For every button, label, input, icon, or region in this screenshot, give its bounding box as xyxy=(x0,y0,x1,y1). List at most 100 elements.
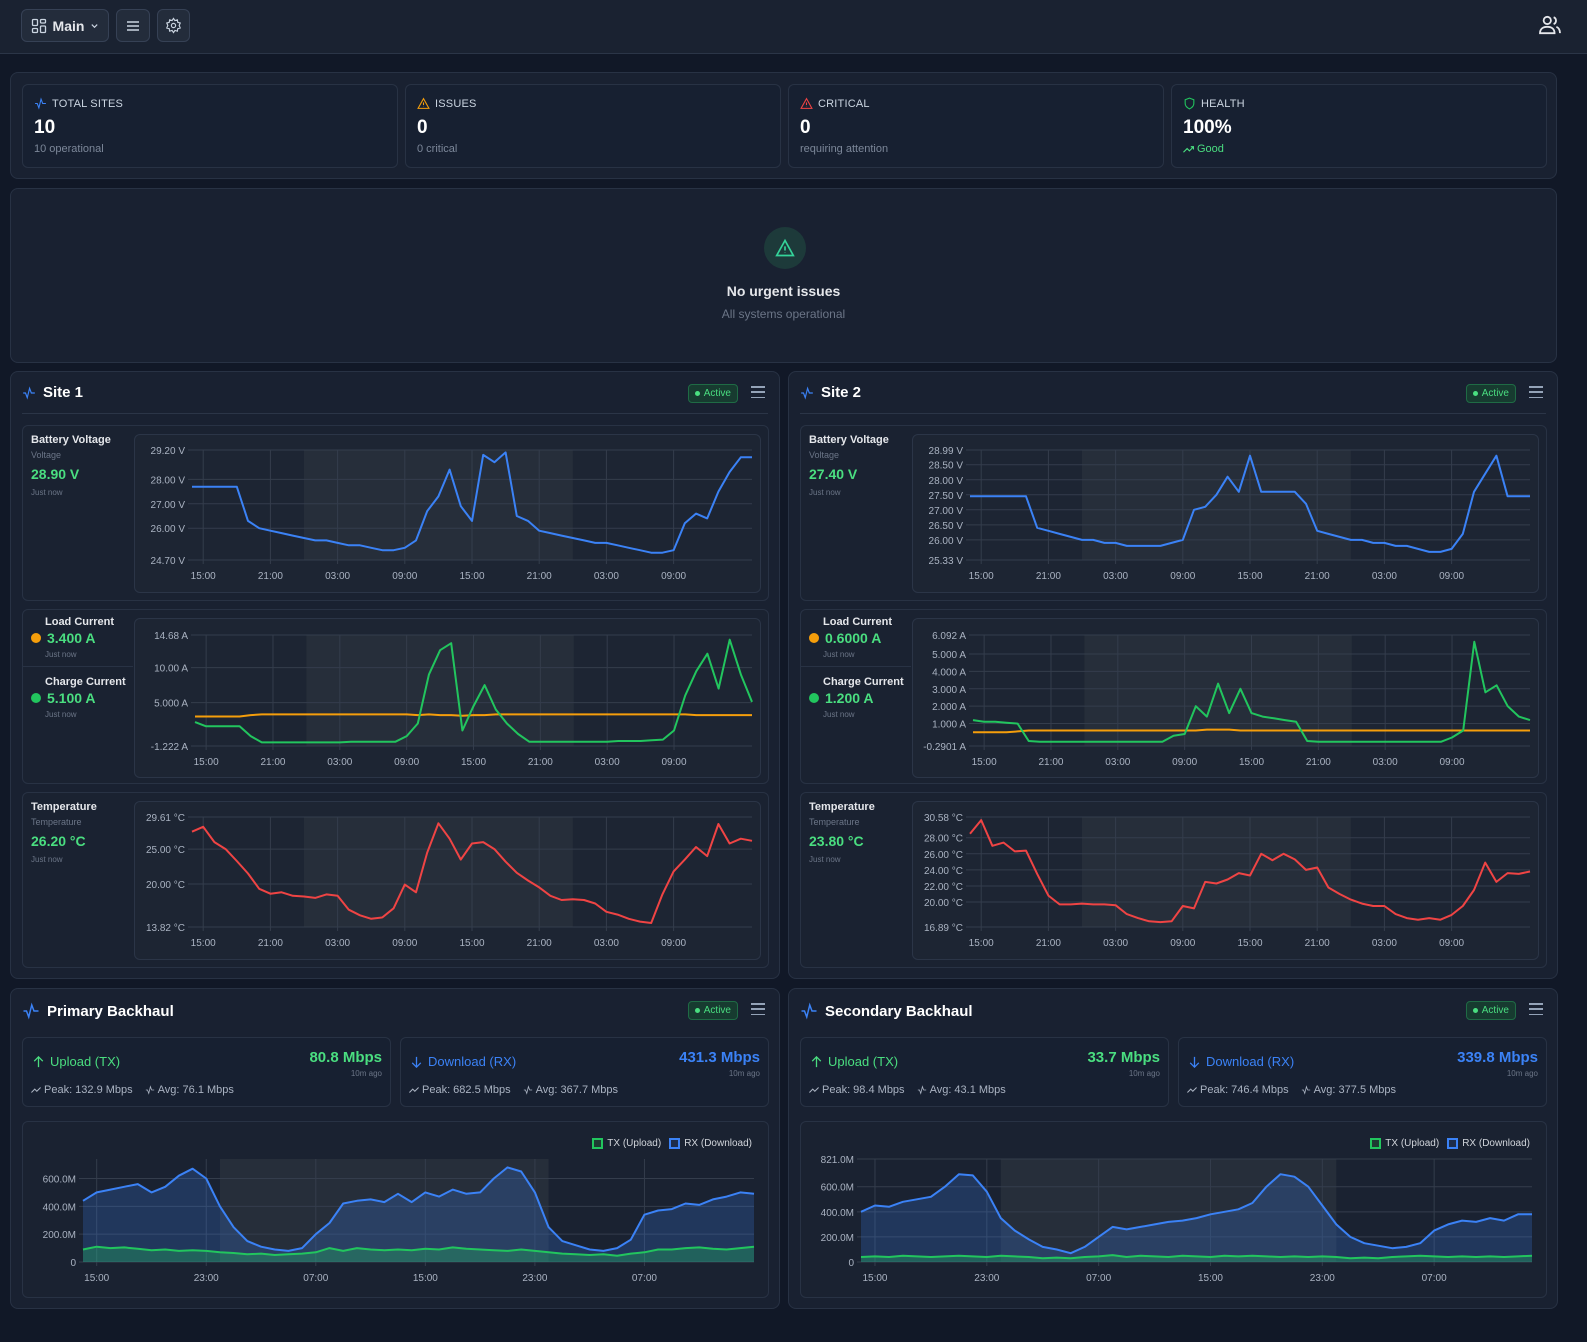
site-menu-icon[interactable] xyxy=(1529,386,1543,398)
x-tick-label: 21:00 xyxy=(1305,938,1330,949)
voltage-chart: 29.20 V 28.00 V 27.00 V 26.00 V 24.70 V 15:00… xyxy=(134,434,761,593)
y-tick-label: 821.0M xyxy=(821,1155,854,1166)
x-tick-label: 09:00 xyxy=(392,571,417,582)
x-tick-label: 23:00 xyxy=(194,1273,219,1284)
metric-sublabel: Voltage xyxy=(31,450,62,460)
download-label: Download (RX) xyxy=(428,1054,517,1069)
legend-rx[interactable]: RX (Download) xyxy=(1447,1138,1530,1149)
y-tick-label: 29.61 °C xyxy=(146,813,185,824)
x-tick-label: 09:00 xyxy=(662,757,687,768)
load-dot-icon xyxy=(809,633,819,643)
primary-backhaul-panel: Primary Backhaul Active Upload (TX) 80.8… xyxy=(10,988,780,1309)
trending-up-icon xyxy=(409,1087,419,1093)
menu-button[interactable] xyxy=(116,9,150,42)
current-chart: 6.092 A 5.000 A 4.000 A 3.000 A 2.000 A 1.000… xyxy=(912,618,1539,778)
activity-icon xyxy=(23,385,35,400)
download-card: Download (RX) 339.8 Mbps 10m ago Peak: 7… xyxy=(1178,1037,1547,1107)
y-tick-label: 14.68 A xyxy=(154,631,188,642)
status-badge: Active xyxy=(687,384,738,403)
y-tick-label: 28.50 V xyxy=(929,461,964,472)
rx-series-line xyxy=(82,1166,755,1252)
trending-up-icon xyxy=(809,1087,819,1093)
activity-icon xyxy=(23,1002,39,1020)
download-updated: 10m ago xyxy=(1506,1069,1538,1078)
gear-icon xyxy=(165,17,182,34)
y-tick-label: 22.00 °C xyxy=(924,882,963,893)
y-tick-label: 3.000 A xyxy=(932,685,966,696)
site-title: Site 1 xyxy=(43,384,84,401)
voltage-series-line xyxy=(970,454,1530,553)
voltage-chart-svg: 29.20 V 28.00 V 27.00 V 26.00 V 24.70 V 15:00… xyxy=(151,446,752,582)
arrow-up-icon xyxy=(33,1055,44,1067)
y-tick-label: 26.00 V xyxy=(929,536,964,547)
metric-value: 26.20 °C xyxy=(31,833,86,849)
x-tick-label: 15:00 xyxy=(972,757,997,768)
y-tick-label: 28.99 V xyxy=(929,446,964,457)
settings-button[interactable] xyxy=(157,9,190,42)
tx-area xyxy=(83,1246,754,1262)
x-tick-label: 21:00 xyxy=(258,938,283,949)
x-tick-label: 09:00 xyxy=(392,938,417,949)
y-tick-label: 26.00 V xyxy=(151,524,186,535)
status-label: Active xyxy=(703,1005,731,1016)
metric-label: Temperature xyxy=(31,801,97,813)
stat-sub: 10 operational xyxy=(34,143,104,155)
x-tick-label: 15:00 xyxy=(1237,938,1262,949)
download-card: Download (RX) 431.3 Mbps 10m ago Peak: 6… xyxy=(400,1037,769,1107)
x-tick-label: 23:00 xyxy=(522,1273,547,1284)
upload-updated: 10m ago xyxy=(350,1069,382,1078)
warning-icon xyxy=(417,97,430,109)
download-label: Download (RX) xyxy=(1206,1054,1295,1069)
ok-indicator xyxy=(764,227,806,269)
voltage-chart-svg: 28.99 V 28.50 V 28.00 V 27.50 V 27.00 V 26.50… xyxy=(929,446,1530,582)
temperature-chart-svg: 30.58 °C 28.00 °C 26.00 °C 24.00 °C 22.00 °C… xyxy=(924,813,1531,949)
x-tick-label: 15:00 xyxy=(459,571,484,582)
y-tick-label: 16.89 °C xyxy=(924,923,963,934)
backhaul-menu-icon[interactable] xyxy=(751,1003,765,1015)
divider xyxy=(23,666,133,667)
shield-icon xyxy=(1184,97,1195,110)
activity-icon xyxy=(145,1085,154,1095)
site-menu-icon[interactable] xyxy=(751,386,765,398)
x-tick-label: 21:00 xyxy=(1038,757,1063,768)
metric-value: 5.100 A xyxy=(47,690,96,706)
temperature-chart: 30.58 °C 28.00 °C 26.00 °C 24.00 °C 22.00 °C… xyxy=(912,801,1539,960)
metric-sublabel: Temperature xyxy=(31,817,82,827)
stat-label: HEALTH xyxy=(1201,97,1245,110)
upload-peak: Peak: 132.9 Mbps xyxy=(44,1084,133,1096)
legend-rx[interactable]: RX (Download) xyxy=(669,1138,752,1149)
y-tick-label: 4.000 A xyxy=(932,667,966,678)
x-tick-label: 21:00 xyxy=(1305,571,1330,582)
download-peak: Peak: 746.4 Mbps xyxy=(1200,1084,1289,1096)
y-tick-label: 26.00 °C xyxy=(924,850,963,861)
stat-sub: 0 critical xyxy=(417,143,458,155)
upload-card: Upload (TX) 33.7 Mbps 10m ago Peak: 98.4… xyxy=(800,1037,1169,1107)
y-tick-label: 29.20 V xyxy=(151,446,186,457)
upload-label: Upload (TX) xyxy=(50,1054,121,1069)
current-chart: 14.68 A 10.00 A 5.000 A -1.222 A 15:00 21:00 0… xyxy=(134,618,761,778)
x-tick-label: 15:00 xyxy=(969,938,994,949)
y-tick-label: -0.2901 A xyxy=(923,742,966,753)
users-icon[interactable] xyxy=(1539,15,1561,35)
y-tick-label: 27.00 V xyxy=(929,506,964,517)
secondary-backhaul-panel: Secondary Backhaul Active Upload (TX) 33… xyxy=(788,988,1558,1309)
x-tick-label: 09:00 xyxy=(1172,757,1197,768)
legend-tx[interactable]: TX (Upload) xyxy=(1370,1138,1439,1149)
stat-label: ISSUES xyxy=(435,97,477,110)
download-value: 431.3 Mbps xyxy=(679,1049,760,1066)
metric-updated: Just now xyxy=(823,650,855,659)
activity-icon xyxy=(35,97,46,110)
x-tick-label: 09:00 xyxy=(1439,938,1464,949)
y-tick-label: 2.000 A xyxy=(932,702,966,713)
view-selector[interactable]: Main xyxy=(21,9,109,42)
trending-up-icon xyxy=(1183,145,1194,153)
upload-updated: 10m ago xyxy=(1128,1069,1160,1078)
tx-series-line xyxy=(860,1254,1533,1260)
site-panel-1: Site 1 Active Battery Voltage Voltage 28.9… xyxy=(10,371,780,979)
backhaul-menu-icon[interactable] xyxy=(1529,1003,1543,1015)
x-tick-label: 09:00 xyxy=(661,938,686,949)
stat-critical: CRITICAL 0 requiring attention xyxy=(788,84,1164,168)
y-tick-label: 28.00 V xyxy=(151,475,186,486)
legend-tx[interactable]: TX (Upload) xyxy=(592,1138,661,1149)
rx-series-line xyxy=(860,1173,1532,1255)
